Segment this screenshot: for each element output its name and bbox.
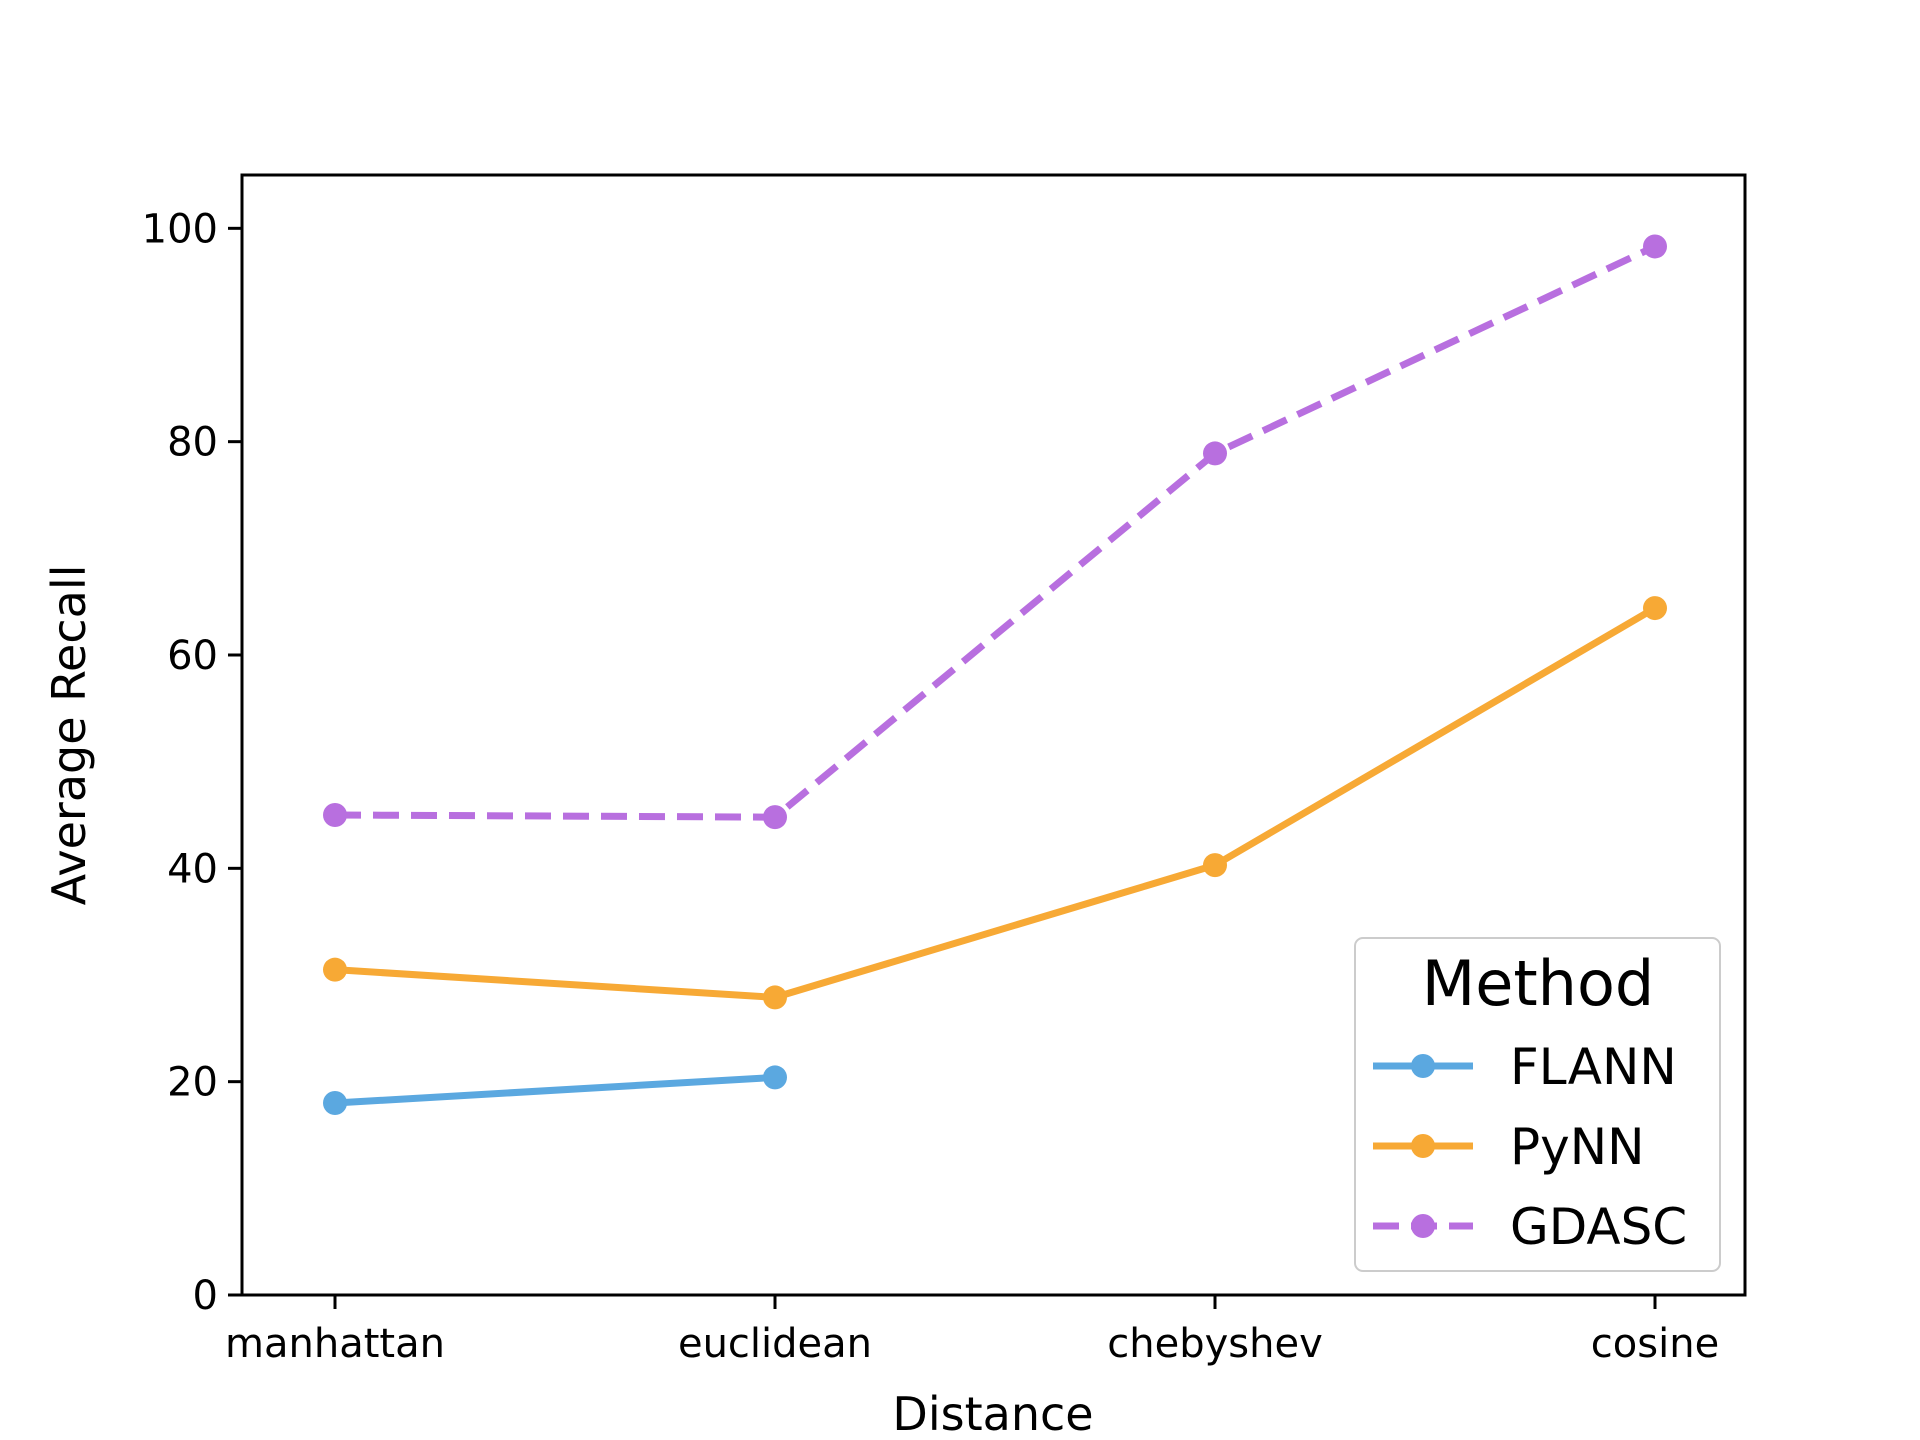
series-line-flann	[334, 1073, 776, 1107]
data-point-pynn	[323, 957, 347, 982]
y-tick-label: 20	[167, 1060, 218, 1106]
y-tick-label: 100	[142, 206, 218, 252]
data-point-flann	[763, 1065, 787, 1090]
y-tick-label: 60	[167, 633, 218, 679]
data-point-gdasc	[763, 805, 787, 830]
x-axis-label: Distance	[892, 1387, 1093, 1440]
data-point-pynn	[763, 985, 787, 1010]
y-axis-label: Average Recall	[42, 565, 96, 906]
plot-frame	[240, 173, 1747, 1297]
legend: Method FLANN PyNN GDASC	[1354, 937, 1721, 1272]
legend-title: Method	[1422, 947, 1655, 1020]
data-point-pynn	[1203, 853, 1227, 878]
legend-label-flann: FLANN	[1510, 1038, 1677, 1096]
legend-label-gdasc: GDASC	[1510, 1198, 1687, 1256]
data-point-pynn	[1643, 596, 1667, 621]
legend-marker-flann	[1411, 1054, 1435, 1078]
y-axis: 0 20 40 60 80 100	[142, 206, 242, 1319]
legend-box	[1354, 937, 1721, 1272]
series-line-gdasc	[334, 243, 1657, 821]
y-tick-label: 0	[193, 1273, 218, 1319]
x-axis: manhattan euclidean chebyshev cosine	[225, 1295, 1719, 1367]
data-point-flann	[323, 1091, 347, 1115]
x-tick-label: euclidean	[678, 1321, 872, 1367]
legend-marker-pynn	[1411, 1134, 1435, 1158]
data-point-gdasc	[1643, 234, 1667, 259]
y-tick-label: 80	[167, 420, 218, 466]
data-point-gdasc	[1203, 441, 1227, 466]
x-tick-label: cosine	[1591, 1321, 1719, 1367]
series-layer	[323, 234, 1667, 1115]
legend-label-pynn: PyNN	[1510, 1118, 1645, 1176]
legend-marker-gdasc	[1411, 1214, 1435, 1238]
x-tick-label: chebyshev	[1107, 1321, 1323, 1367]
x-tick-label: manhattan	[225, 1321, 445, 1367]
series-line-pynn	[334, 605, 1657, 1001]
data-point-gdasc	[323, 803, 347, 827]
y-tick-label: 40	[167, 846, 218, 892]
legend-items: FLANN PyNN GDASC	[1373, 1038, 1687, 1256]
